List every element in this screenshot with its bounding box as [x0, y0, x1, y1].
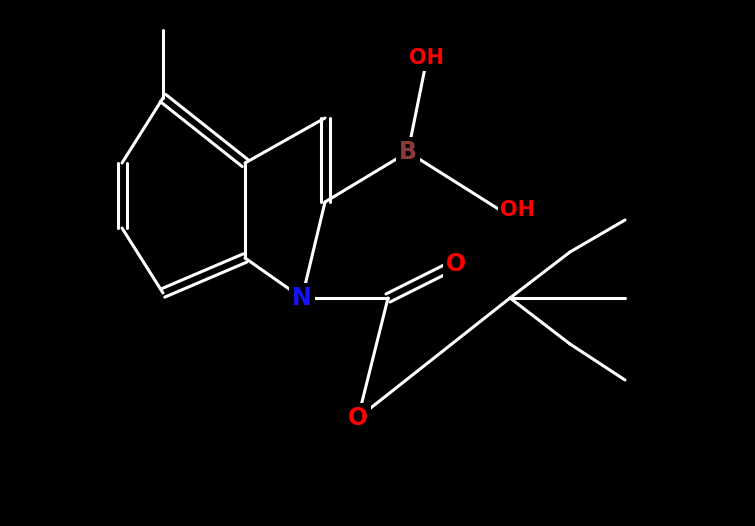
- Text: OH: OH: [500, 200, 535, 220]
- Text: B: B: [399, 140, 417, 164]
- Text: OH: OH: [409, 48, 445, 68]
- Text: O: O: [348, 406, 368, 430]
- Text: N: N: [292, 286, 312, 310]
- Text: O: O: [446, 252, 466, 276]
